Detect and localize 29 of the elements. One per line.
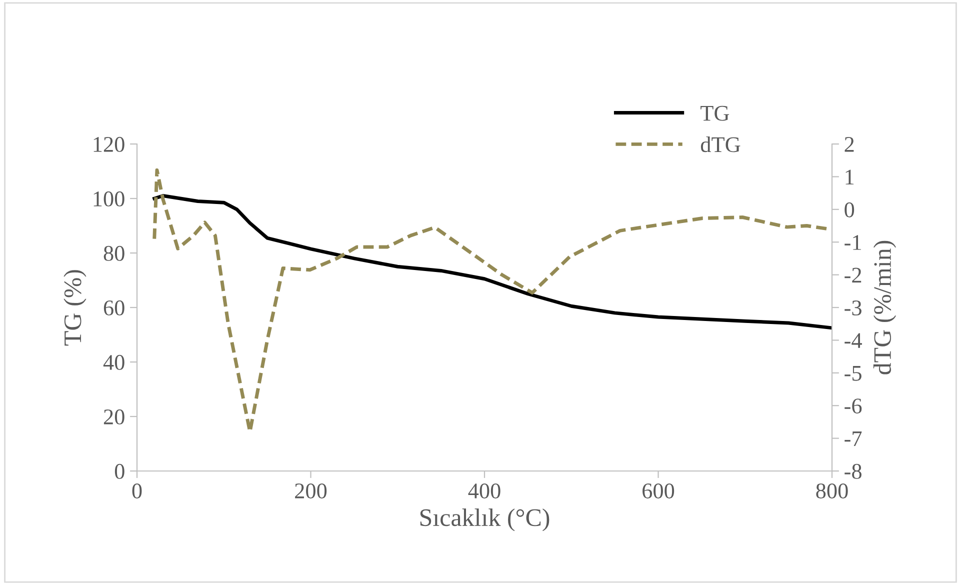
y-axis-title: TG (%) [64,270,86,346]
y2-axis-title: dTG (%/min) [873,240,896,374]
y2-tick-label: -5 [844,366,862,381]
x-tick-label: 800 [816,483,848,498]
x-tick-label: 200 [295,483,327,498]
y2-tick-label: -2 [844,268,862,283]
x-tick-label: 600 [642,483,674,498]
y-tick-label: 100 [94,191,124,206]
x-axis-title: Sıcaklık (°C) [420,508,550,532]
y-tick-label: 120 [94,136,124,152]
y2-tick-label: -4 [844,333,862,348]
y-tick-label: 0 [114,464,124,479]
y2-tick-label: 2 [844,136,854,152]
legend-label: dTG [700,136,740,152]
legend-label: TG [700,106,730,121]
y-tick-label: 40 [103,354,124,370]
y2-tick-label: -3 [844,300,862,316]
y-tick-label: 60 [104,300,124,316]
y2-tick-label: -6 [844,398,862,414]
x-tick-label: 0 [132,483,142,498]
y-tick-label: 20 [104,409,124,424]
y2-tick-label: 0 [844,202,854,218]
y2-tick-label: 1 [846,170,854,184]
y2-tick-label: -1 [844,235,861,250]
y2-tick-label: -7 [844,431,862,446]
y-tick-label: 80 [104,246,124,261]
line-series [152,194,832,330]
x-tick-label: 400 [468,483,500,498]
y2-tick-label: -8 [844,464,862,479]
